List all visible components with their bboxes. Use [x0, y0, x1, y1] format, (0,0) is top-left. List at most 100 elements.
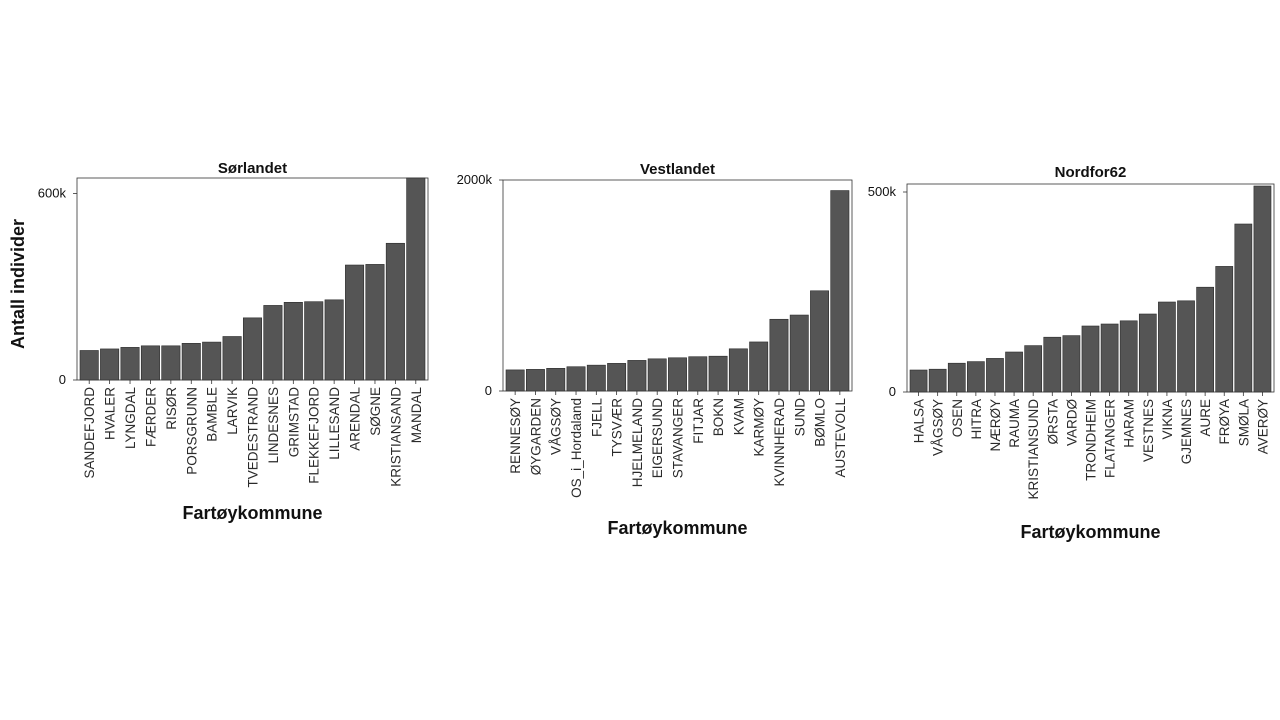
x-tick-label: VARDØ	[1064, 399, 1079, 447]
bar-tvedestrand	[242, 317, 263, 381]
bar-gjemnes	[1177, 300, 1195, 393]
x-tick-label: VÅGSØY	[931, 399, 946, 456]
bar-lyngdal	[120, 347, 140, 381]
x-tick-label: BAMBLE	[205, 387, 220, 442]
bar-stavanger	[668, 357, 687, 392]
bar-øygarden	[525, 369, 545, 392]
x-tick-label: MANDAL	[409, 387, 424, 444]
bar-frøya	[1215, 266, 1234, 393]
bar-os_i_hordaland	[566, 366, 586, 392]
bar-osen	[947, 362, 966, 393]
bar-lillesand	[324, 299, 344, 381]
bar-hjelmeland	[627, 360, 647, 392]
chart-panel-2: Vestlandet Fartøykommune 0 2000k RENNESØY ØYG…	[457, 161, 853, 538]
x-tick-label: FRØYA	[1217, 399, 1232, 445]
x-axis-label: Fartøykommune	[1020, 522, 1160, 542]
x-tick-label: OS_i_Hordaland	[569, 398, 584, 498]
bar-rennesøy	[505, 369, 525, 392]
bar-halsa	[909, 369, 928, 393]
y-tick-label: 2000k	[457, 172, 493, 187]
x-tick-label: TYSVÆR	[610, 398, 625, 457]
x-tick-label: GJEMNES	[1179, 399, 1194, 464]
chart-title: Nordfor62	[1055, 164, 1127, 181]
bar-lindesnes	[263, 305, 283, 381]
x-tick-label: EIGERSUND	[650, 398, 665, 479]
bar-kristiansund	[1024, 345, 1043, 393]
x-tick-label: BOKN	[711, 398, 726, 436]
x-tick-label: BØMLO	[813, 398, 828, 447]
x-tick-label: RISØR	[164, 387, 179, 430]
bar-risør	[161, 345, 181, 381]
y-axis-label: Antall individer	[8, 219, 28, 349]
x-tick-label: LILLESAND	[327, 387, 342, 460]
x-tick-label: AURE	[1198, 399, 1213, 437]
x-tick-label: ØRSTA	[1045, 399, 1060, 445]
bar-porsgrunn	[181, 343, 201, 381]
bar-færder	[140, 345, 160, 381]
x-tick-label: TVEDESTRAND	[246, 387, 261, 488]
bar-søgne	[365, 264, 385, 381]
x-tick-label: HVALER	[103, 387, 118, 440]
x-axis-label: Fartøykommune	[182, 503, 322, 523]
x-tick-label: KVINNHERAD	[772, 398, 787, 487]
bar-bømlo	[810, 290, 830, 392]
x-tick-label: HJELMELAND	[630, 398, 645, 488]
x-tick-label: HALSA	[912, 399, 927, 443]
x-tick-label: KRISTIANSAND	[388, 387, 403, 487]
x-tick-label: SUND	[792, 398, 807, 437]
x-tick-label: VIKNA	[1160, 399, 1175, 440]
x-tick-label: VÅGSØY	[549, 398, 564, 455]
y-tick-label: 600k	[38, 186, 67, 201]
bar-tysvær	[607, 363, 627, 392]
y-tick-label: 0	[889, 384, 896, 399]
bar-mandal	[406, 177, 426, 381]
y-tick-label: 0	[59, 372, 66, 387]
bar-bokn	[708, 355, 728, 392]
x-tick-label: LARVIK	[225, 387, 240, 435]
bar-vardø	[1062, 335, 1081, 393]
bar-bamble	[202, 341, 222, 381]
bar-flatanger	[1100, 323, 1119, 393]
x-tick-label: GRIMSTAD	[286, 387, 301, 457]
bar-arendal	[345, 264, 365, 381]
bar-vikna	[1158, 301, 1176, 393]
x-tick-label: NÆRØY	[988, 399, 1003, 452]
chart-title: Sørlandet	[218, 160, 287, 177]
x-tick-label: HITRA	[969, 399, 984, 440]
bar-sund	[789, 314, 809, 392]
x-tick-label: VESTNES	[1141, 399, 1156, 462]
bar-larvik	[222, 336, 242, 381]
x-tick-label: RAUMA	[1007, 399, 1022, 448]
bar-grimstad	[283, 302, 303, 381]
bar-flekkefjord	[304, 301, 324, 381]
x-axis-label: Fartøykommune	[607, 518, 747, 538]
bar-nærøy	[986, 358, 1004, 393]
x-tick-label: OSEN	[950, 399, 965, 437]
x-tick-label: STAVANGER	[671, 398, 686, 479]
x-tick-label: AUSTEVOLL	[833, 398, 848, 478]
y-tick-label: 500k	[868, 184, 897, 199]
chart-panel-1: Sørlandet Fartøykommune 0 600k SANDEFJORD HVA…	[38, 160, 429, 523]
bar-rauma	[1005, 351, 1023, 393]
bar-haram	[1119, 320, 1138, 393]
x-tick-label: FLEKKEFJORD	[307, 387, 322, 484]
x-tick-label: KVAM	[731, 398, 746, 435]
bar-averøy	[1253, 185, 1272, 393]
x-tick-label: HARAM	[1122, 399, 1137, 448]
bar-vågsøy	[928, 368, 947, 393]
bar-kvinnherad	[769, 318, 789, 392]
chart-panel-3: Nordfor62 Fartøykommune 0 500k HALSA VÅGSØY OS…	[868, 164, 1275, 542]
chart-panels: Sørlandet Fartøykommune 0 600k SANDEFJORD HVA…	[38, 160, 1275, 542]
bar-eigersund	[647, 358, 667, 392]
bar-vågsøy	[546, 368, 566, 392]
y-tick-label: 0	[485, 383, 492, 398]
x-tick-label: SØGNE	[368, 387, 383, 436]
bar-hitra	[967, 361, 985, 393]
bar-hvaler	[100, 348, 120, 381]
x-tick-label: FLATANGER	[1103, 399, 1118, 478]
bar-fjell	[586, 364, 606, 392]
x-tick-label: LYNGDAL	[123, 387, 138, 450]
bar-smøla	[1234, 223, 1253, 393]
x-tick-label: FÆRDER	[143, 387, 158, 447]
